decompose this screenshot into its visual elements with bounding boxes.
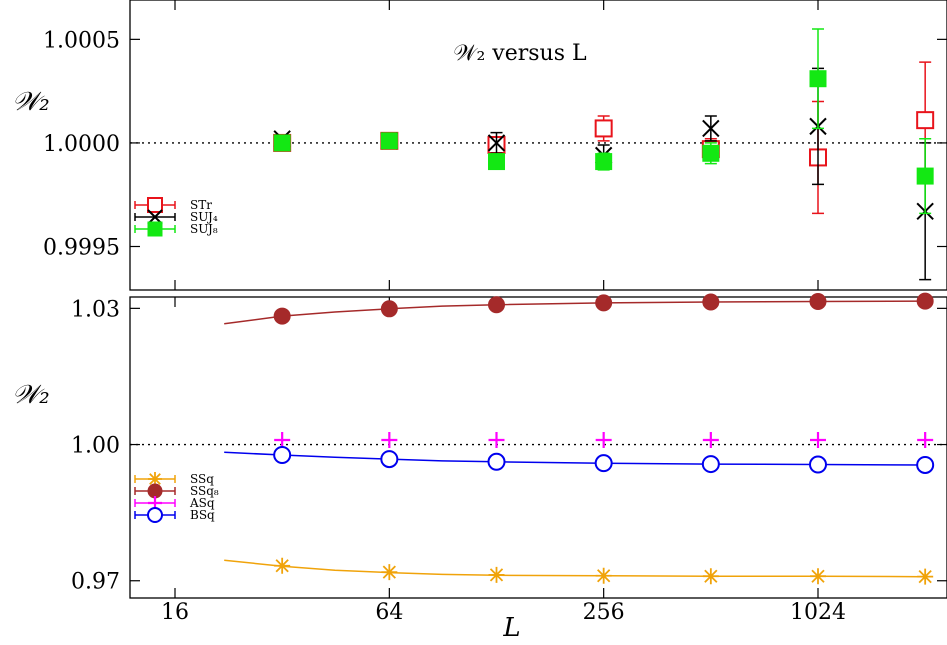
data-point: [916, 167, 934, 185]
y-tick-label: 1.0005: [43, 28, 120, 53]
bottom-y-axis-label: 𝒲₂: [12, 380, 50, 410]
legend-item: STr: [134, 197, 212, 213]
legend-marker: [147, 507, 163, 523]
data-point: [916, 111, 935, 130]
x-tick-label: 16: [161, 600, 189, 625]
data-point: [809, 293, 827, 311]
x-tick-label: 256: [583, 600, 625, 625]
fit-curve-bsq: [224, 451, 926, 466]
series-suj: [273, 28, 934, 215]
data-point: [273, 134, 291, 152]
data-point: [916, 455, 935, 474]
data-point: [595, 153, 613, 171]
data-point: [488, 432, 505, 449]
data-point: [274, 557, 291, 574]
data-point: [809, 70, 827, 88]
data-point: [488, 566, 505, 583]
x-tick-label: 1024: [790, 600, 846, 625]
legend-marker: [147, 483, 163, 499]
data-point: [595, 294, 613, 312]
legend-item: ASq: [134, 496, 215, 510]
y-tick-label: 1.0000: [43, 132, 120, 157]
legend-item: SUJ₄: [134, 209, 218, 225]
y-tick-label: 0.9995: [43, 236, 120, 261]
legend-label: SUJ₄: [190, 210, 218, 224]
x-axis-label: L: [502, 613, 520, 641]
data-point: [917, 568, 934, 585]
legend-label: SUJ₈: [190, 222, 218, 236]
legend-label: BSq: [190, 508, 215, 522]
data-point: [702, 144, 720, 162]
series-asq: [274, 432, 934, 449]
legend-label: SSq: [190, 472, 214, 486]
legend-item: SSq₈: [134, 483, 219, 499]
bottom-panel: 0.97 1.00 1.03 16 64 256 1024 𝒲₂ L SSqSSq₈ASqB…: [12, 292, 947, 643]
series-str: [273, 61, 935, 215]
data-point: [809, 455, 827, 474]
data-point: [595, 567, 612, 584]
top-chart-title: 𝒲₂ versus L: [453, 41, 587, 66]
legend-item: SUJ₈: [134, 221, 218, 237]
series-ssq: [224, 557, 934, 585]
data-point: [810, 568, 826, 585]
data-point: [810, 432, 826, 449]
series-bsq: [224, 445, 935, 474]
legend-label: ASq: [189, 496, 215, 510]
data-point: [274, 432, 291, 449]
data-point: [380, 450, 399, 469]
data-point: [488, 296, 505, 314]
legend-item: BSq: [134, 507, 215, 523]
data-point: [381, 432, 398, 449]
data-point: [917, 432, 934, 449]
series-ssq: [224, 292, 934, 325]
data-point: [273, 445, 292, 464]
y-tick-label: 0.97: [71, 570, 120, 595]
data-point: [594, 454, 613, 473]
fit-curve-ssq: [224, 559, 926, 578]
legend-label: STr: [190, 198, 212, 212]
top-plot-frame: [129, 0, 947, 291]
data-point: [488, 153, 505, 171]
y-tick-label: 1.00: [71, 434, 120, 459]
data-point: [702, 119, 720, 138]
series-suj: [273, 67, 934, 281]
data-point: [702, 432, 719, 449]
legend-item: SSq: [134, 472, 214, 486]
legend-marker: [147, 197, 163, 213]
fit-curve-ssq: [224, 300, 926, 325]
data-point: [380, 300, 398, 318]
data-point: [701, 455, 720, 474]
bottom-plot-frame: [129, 296, 947, 599]
legend-label: SSq₈: [190, 484, 219, 498]
legend-marker: [148, 472, 162, 486]
data-point: [594, 119, 613, 138]
data-point: [381, 564, 398, 581]
data-point: [595, 432, 612, 449]
data-point: [702, 568, 719, 585]
data-point: [380, 132, 398, 150]
data-point: [487, 452, 506, 471]
top-y-axis-label: 𝒲₂: [12, 87, 50, 117]
data-point: [916, 292, 934, 310]
legend-marker: [147, 221, 163, 237]
data-point: [487, 134, 506, 152]
x-tick-label: 64: [375, 600, 403, 625]
data-point: [702, 293, 720, 311]
data-point: [273, 307, 291, 325]
y-tick-label: 1.03: [71, 297, 120, 322]
